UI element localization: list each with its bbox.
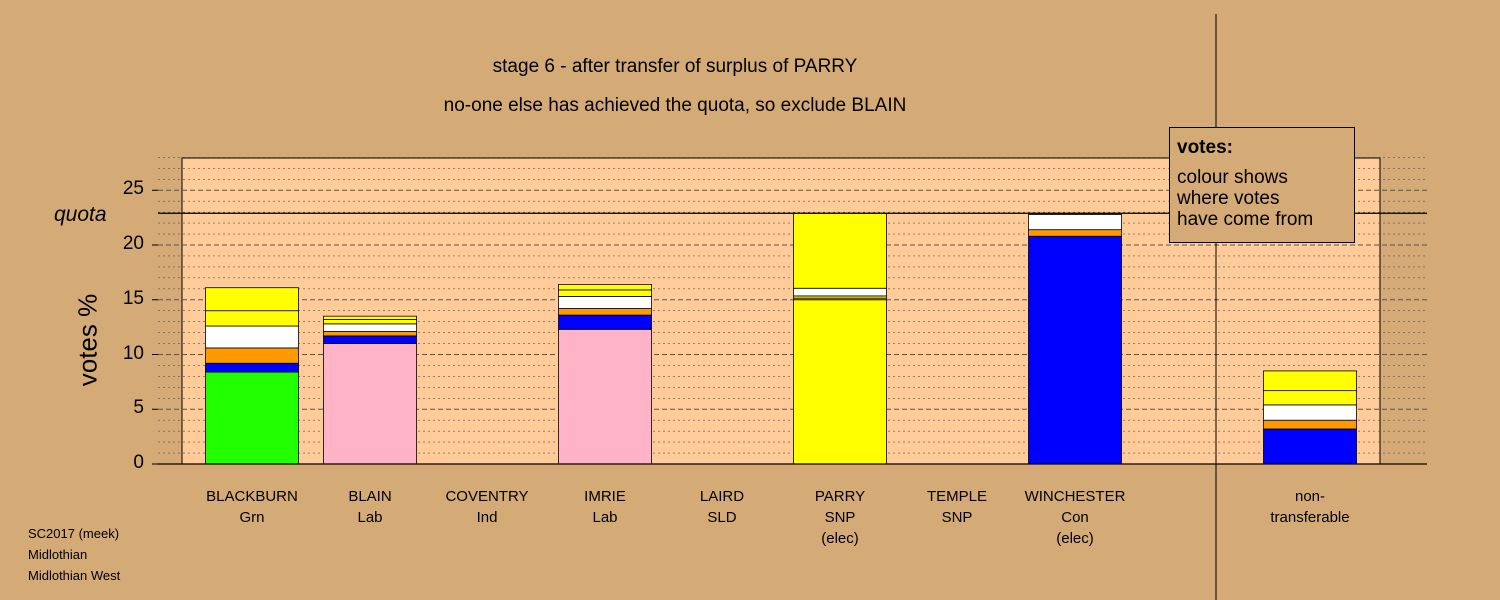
candidate-party: SNP: [824, 509, 856, 526]
candidate-party: Lab: [357, 509, 383, 526]
candidate-name: TEMPLE: [926, 488, 987, 505]
candidate-label: TEMPLE SNP: [887, 486, 1027, 528]
candidate-label: IMRIE Lab: [535, 486, 675, 528]
candidate-name: IMRIE: [584, 488, 626, 505]
candidate-status: (elec): [1056, 530, 1094, 547]
bar-segment: [1263, 404, 1357, 421]
y-tick-label: 25: [122, 178, 144, 200]
candidate-label: BLACKBURN Grn: [182, 486, 322, 528]
bar-segment: [793, 212, 887, 289]
y-tick-label: 10: [122, 342, 144, 364]
candidate-name: COVENTRY: [445, 488, 529, 505]
legend: votes: colour shows where votes have com…: [1169, 127, 1355, 243]
bar-segment: [1263, 390, 1357, 406]
candidate-label: WINCHESTER Con (elec): [1005, 486, 1145, 549]
bar-segment: [323, 315, 417, 320]
bar-segment: [793, 299, 887, 465]
candidate-label: non-transferable: [1240, 486, 1380, 528]
candidate-party: SLD: [707, 509, 737, 526]
bar-segment: [793, 287, 887, 297]
footer-line: SC2017 (meek): [28, 526, 120, 541]
bar-segment: [205, 362, 299, 373]
y-axis-label: votes %: [72, 293, 103, 387]
bar-segment: [558, 328, 652, 465]
bar-segment: [558, 289, 652, 297]
candidate-party: Con: [1061, 509, 1089, 526]
candidate-name: non-: [1294, 488, 1326, 505]
candidate-label: PARRY SNP (elec): [770, 486, 910, 549]
chart-subtitle: no-one else has achieved the quota, so e…: [443, 95, 907, 116]
footer-info: SC2017 (meek) Midlothian Midlothian West: [28, 523, 120, 586]
bar-segment: [323, 331, 417, 337]
candidate-party: SNP: [941, 509, 973, 526]
candidate-label: LAIRD SLD: [652, 486, 792, 528]
bars: [205, 212, 1357, 465]
candidate-label: COVENTRY Ind: [417, 486, 557, 528]
bar-segment: [323, 343, 417, 465]
footer-line: Midlothian: [28, 547, 88, 562]
footer-line: Midlothian West: [28, 568, 121, 583]
bar-segment: [1263, 419, 1357, 430]
chart-title: stage 6 - after transfer of surplus of P…: [492, 56, 858, 77]
candidate-name: BLAIN: [348, 488, 392, 505]
bar-segment: [1263, 428, 1357, 465]
legend-title: votes:: [1177, 137, 1233, 158]
bar-segment: [205, 347, 299, 364]
quota-label: quota: [54, 203, 107, 226]
candidate-label: BLAIN Lab: [300, 486, 440, 528]
y-tick-label: 0: [133, 452, 144, 473]
y-tick-label: 20: [122, 233, 144, 254]
y-tick-label: 5: [133, 397, 144, 419]
candidate-name: BLACKBURN: [206, 488, 298, 505]
bar-segment: [205, 287, 299, 312]
bar-segment: [558, 284, 652, 291]
bar-segment: [558, 296, 652, 309]
y-ticks: [152, 189, 158, 465]
bar-segment: [1028, 235, 1122, 465]
candidate-party: Ind: [476, 509, 498, 526]
bar-segment: [323, 319, 417, 325]
candidate-name: PARRY: [814, 488, 866, 505]
bar-segment: [323, 323, 417, 332]
candidate-name: WINCHESTER: [1024, 488, 1126, 505]
bar-segment: [1028, 229, 1122, 237]
legend-text: colour shows where votes have come from: [1177, 167, 1314, 230]
bar-segment: [1028, 213, 1122, 231]
bar-segment: [205, 371, 299, 465]
bar-segment: [558, 314, 652, 330]
bar-segment: [205, 310, 299, 327]
candidate-name: LAIRD: [699, 488, 745, 505]
candidate-status: (elec): [821, 530, 859, 547]
candidate-party: Lab: [592, 509, 618, 526]
bar-segment: [323, 335, 417, 344]
candidate-party: Grn: [239, 509, 265, 526]
bar-segment: [558, 308, 652, 316]
candidate-party: transferable: [1270, 509, 1350, 526]
y-tick-label: 15: [122, 287, 144, 309]
bar-segment: [1263, 370, 1357, 392]
bar-segment: [205, 325, 299, 349]
